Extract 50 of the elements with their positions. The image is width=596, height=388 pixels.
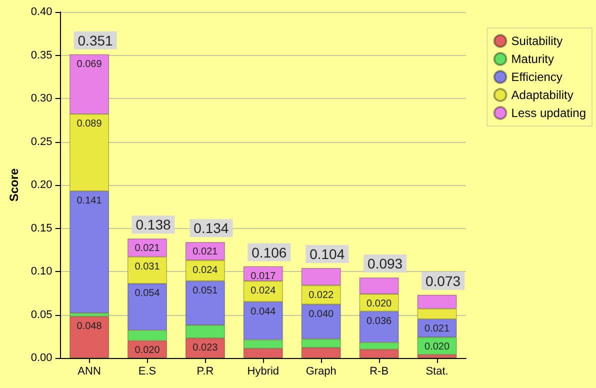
data-label: 0.031	[134, 261, 160, 272]
data-label: 0.021	[192, 246, 218, 258]
data-label: 0.020	[134, 345, 160, 356]
data-label: 0.141	[76, 196, 102, 207]
legend-label: Less updating	[511, 106, 586, 120]
data-label: 0.054	[134, 288, 160, 300]
data-label: 0.020	[366, 298, 392, 310]
x-tick-label: Stat.	[426, 366, 448, 378]
data-label: 0.089	[76, 118, 102, 130]
y-tick-label: 0.00	[30, 352, 52, 364]
y-tick-label: 0.10	[30, 266, 52, 278]
y-tick-label: 0.40	[30, 6, 52, 18]
x-tick-label: R-B	[370, 366, 389, 378]
total-label: 0.093	[368, 256, 403, 272]
legend-label: Adaptability	[511, 88, 574, 102]
y-tick-label: 0.35	[30, 49, 52, 62]
data-label: 0.020	[424, 342, 450, 353]
data-label: 0.024	[250, 286, 276, 297]
total-label: 0.138	[136, 216, 171, 233]
data-label: 0.036	[366, 316, 392, 327]
x-tick-label: Hybrid	[247, 366, 280, 378]
data-label: 0.051	[192, 286, 218, 297]
y-tick-label: 0.30	[30, 92, 52, 104]
data-label: 0.040	[308, 308, 334, 320]
legend-label: Suitability	[511, 34, 563, 48]
legend-label: Efficiency	[511, 70, 562, 84]
y-tick-label: 0.20	[30, 179, 52, 191]
data-label: 0.044	[250, 306, 276, 318]
legend-label: Maturity	[511, 52, 554, 66]
data-label: 0.022	[308, 290, 334, 301]
data-label: 0.023	[192, 342, 218, 354]
x-tick-label: E.S	[138, 366, 156, 378]
y-tick-label: 0.05	[30, 308, 52, 321]
data-label: 0.017	[250, 270, 276, 282]
data-label: 0.021	[424, 324, 450, 335]
x-tick-label: P.R	[196, 366, 214, 378]
data-label: 0.024	[192, 264, 218, 276]
y-axis-title: Score	[7, 168, 21, 202]
total-label: 0.351	[78, 32, 114, 48]
total-label: 0.104	[310, 246, 345, 262]
total-label: 0.134	[194, 220, 229, 236]
y-tick-label: 0.25	[30, 136, 52, 148]
x-tick-label: ANN	[78, 366, 101, 378]
data-label: 0.069	[76, 58, 102, 70]
data-label: 0.021	[134, 243, 160, 254]
total-label: 0.073	[426, 272, 461, 289]
y-tick-label: 0.15	[30, 222, 52, 234]
x-tick-label: Graph	[306, 366, 336, 378]
data-label: 0.048	[76, 320, 102, 332]
total-label: 0.106	[252, 244, 287, 260]
